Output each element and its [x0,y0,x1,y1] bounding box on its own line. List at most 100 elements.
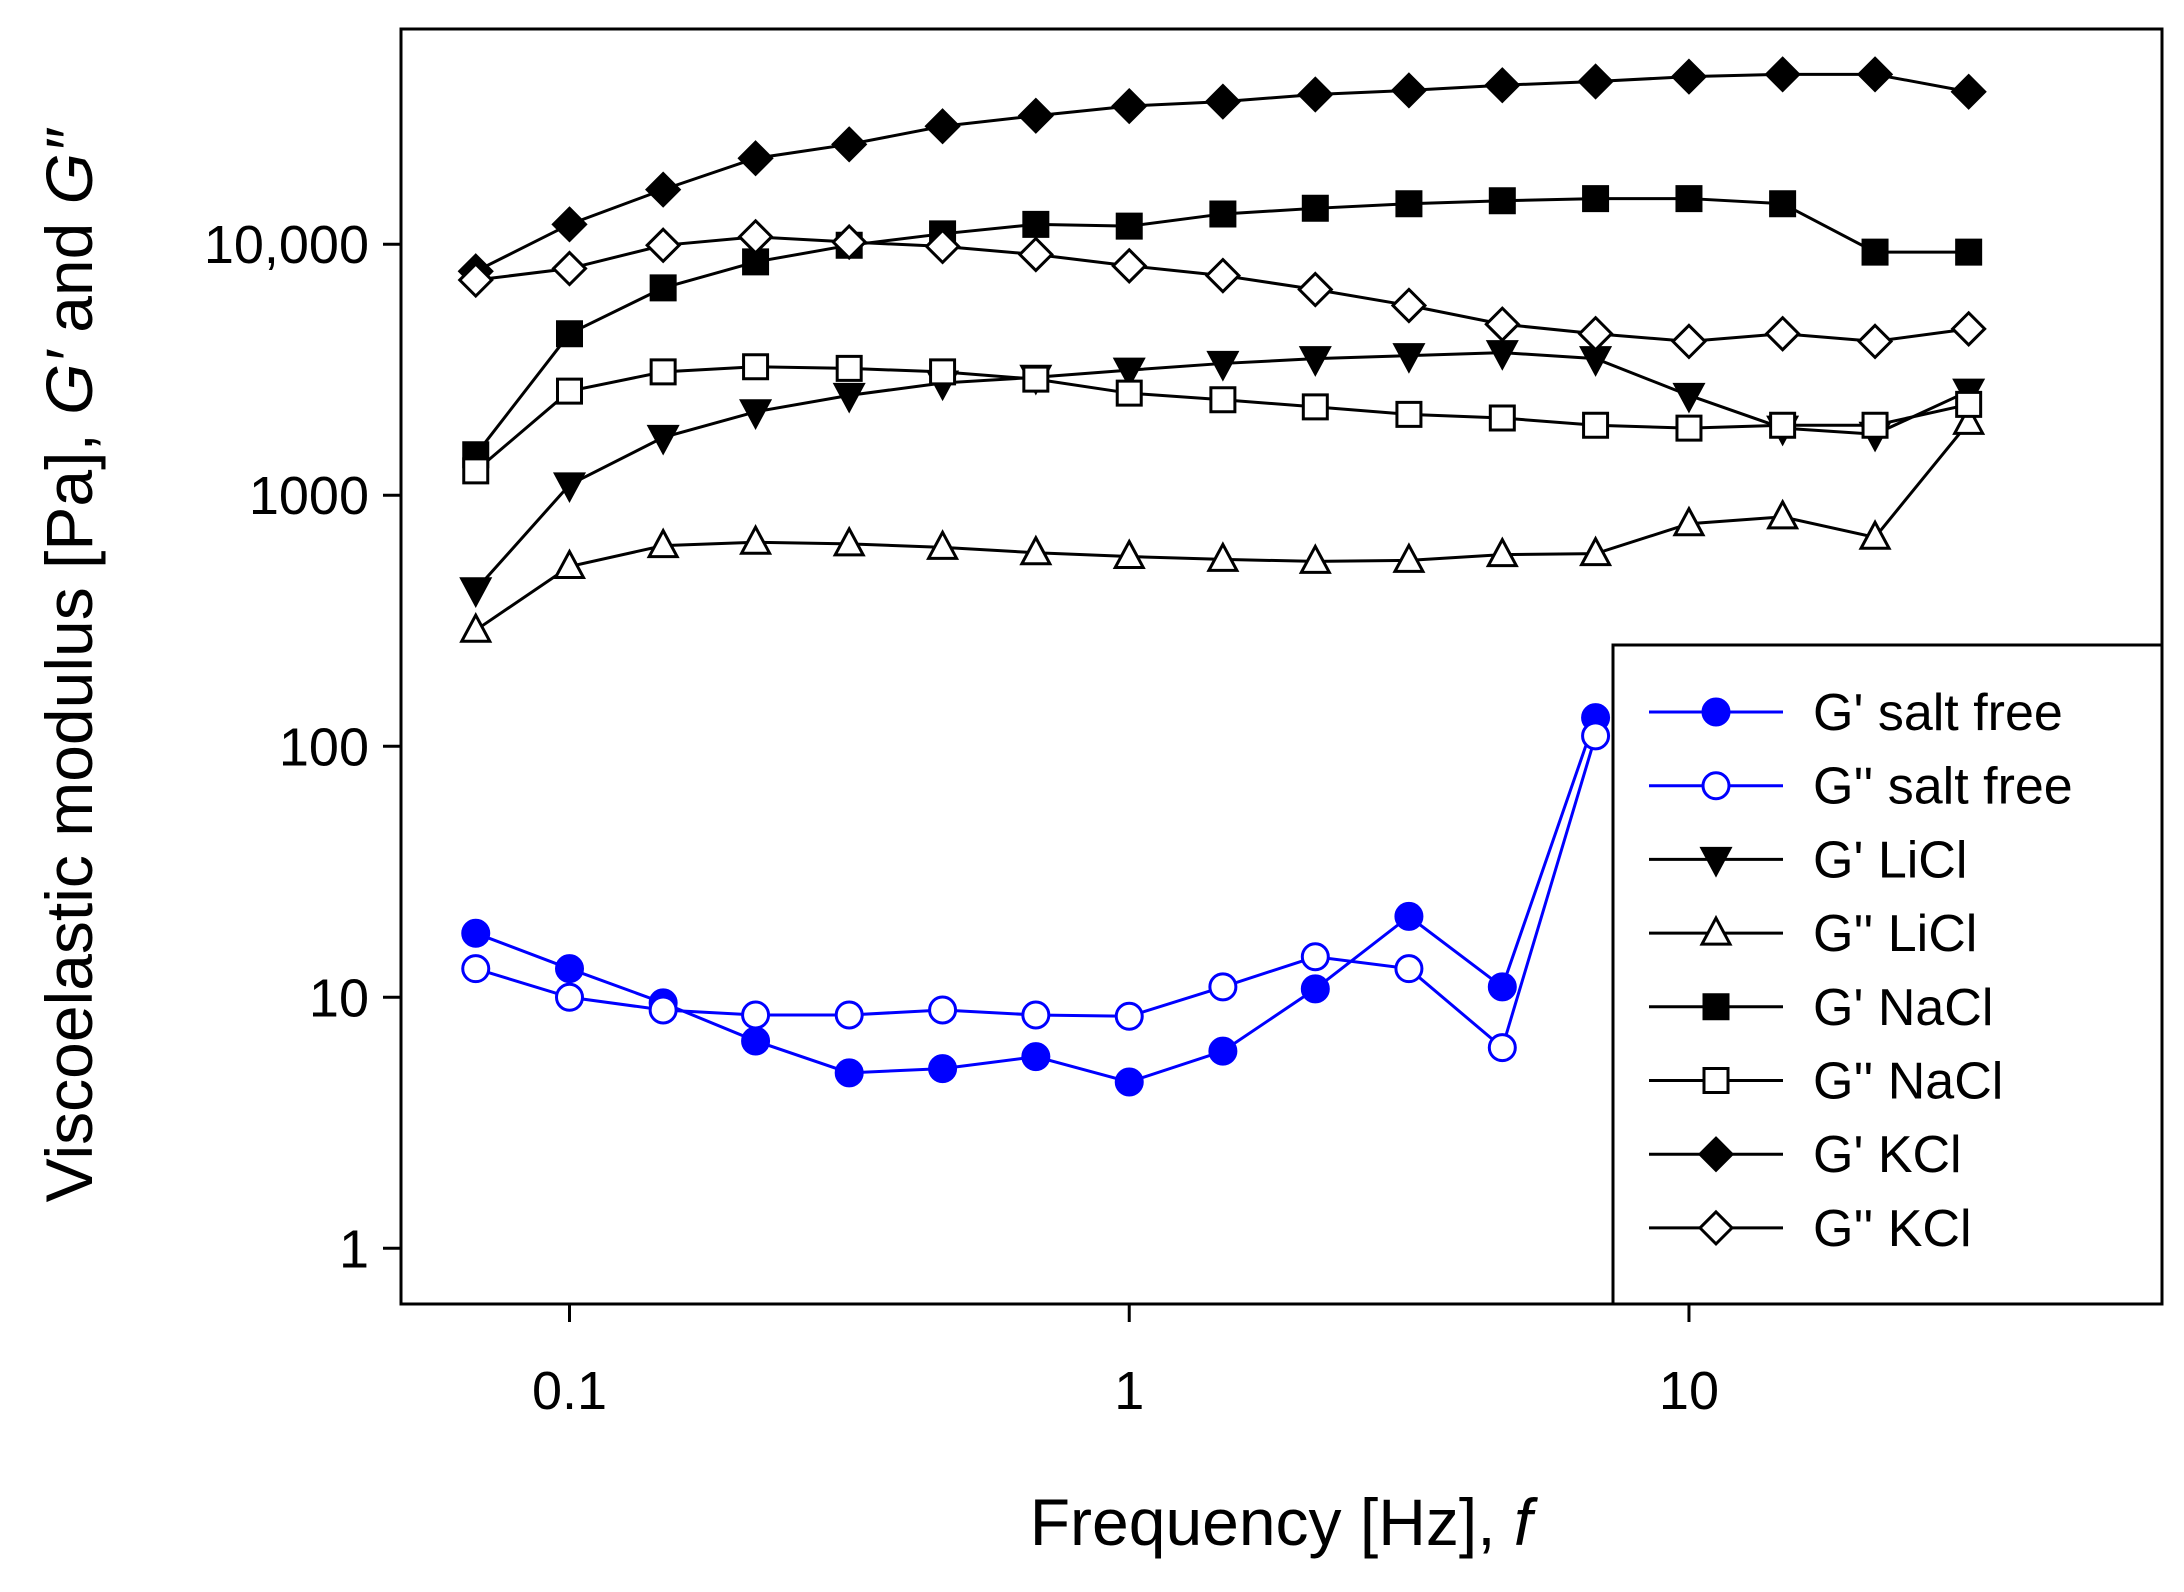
data-point [649,358,677,386]
data-point [1577,63,1614,100]
data-point [1485,536,1519,568]
data-point [1204,257,1242,294]
data-point [649,274,677,302]
y-axis-title-part: G′ [32,349,106,415]
data-point [457,261,494,299]
data-point [1112,357,1146,389]
data-point [1114,1001,1144,1031]
data-point [835,354,863,382]
data-point [1298,346,1332,377]
data-point [1390,72,1428,109]
data-point [1670,323,1708,360]
data-point [1206,350,1240,382]
data-point [1017,97,1054,134]
data-point [1582,411,1610,439]
legend-label: G' NaCl [1813,979,1993,1037]
data-point [1114,1067,1144,1097]
data-point [834,1058,864,1088]
data-point [1769,190,1797,218]
data-point [1301,194,1329,222]
data-point [459,612,493,643]
data-point [552,548,587,580]
data-point [1582,185,1610,213]
data-point [459,577,493,608]
data-point [1395,400,1423,428]
series-group [457,56,1987,1097]
legend-entry: G' NaCl [1649,979,1993,1037]
data-point [741,1026,771,1056]
data-point [1856,56,1894,93]
data-point [1021,1042,1051,1072]
data-point [926,529,960,560]
data-point [924,108,961,145]
data-point [1670,58,1708,95]
legend-entry: G'' NaCl [1649,1053,2003,1111]
data-point [1675,185,1703,213]
data-point [552,472,587,504]
series-7 [457,218,1987,360]
y-axis-title-part: G″ [32,127,106,204]
data-point [831,223,868,261]
legend-marker [1697,1209,1735,1247]
data-point [1208,1036,1238,1066]
legend-marker [1701,771,1731,801]
data-point [1950,73,1987,110]
axes: 1 10 100 1000 10,000 0.1 1 10 Frequency [Hz], f V… [32,127,1719,1559]
x-tick-label: 0.1 [532,1361,607,1421]
data-point [1858,519,1892,550]
data-point [741,1000,771,1030]
series-6 [457,56,1987,290]
data-point [1390,287,1428,324]
y-axis-title-part: Viscoelastic modulus [Pa], [32,415,106,1203]
data-point [1298,543,1332,574]
data-point [1021,1000,1051,1030]
data-point [461,954,491,984]
data-point [832,525,866,557]
x-axis-title: Frequency [Hz], f [1030,1485,1539,1559]
data-point [1209,386,1237,414]
y-tick-label: 1 [339,1219,369,1279]
data-point [1581,721,1611,751]
data-point [462,457,490,485]
legend-marker [1699,914,1733,946]
legend-label: G'' salt free [1813,758,2073,816]
legend-marker [1702,1067,1730,1094]
data-point [1206,541,1240,572]
y-axis-title: Viscoelastic modulus [Pa], G′ and G″ [32,127,106,1202]
x-axis-title-text: Frequency [Hz], [1030,1485,1514,1559]
data-point [1022,210,1050,238]
data-point [1672,505,1706,537]
legend-marker [1702,993,1730,1021]
series-1 [461,721,1611,1063]
data-point [1297,271,1334,308]
data-point [831,126,868,163]
data-point [554,954,584,984]
data-point [645,227,682,264]
data-point [1952,404,1986,435]
data-point [551,250,588,287]
data-point [555,377,583,405]
series-5 [462,353,1983,485]
data-point [834,1000,864,1030]
data-point [646,424,680,456]
data-point [1769,411,1797,439]
y-tick-label: 100 [279,717,369,777]
data-point [1394,901,1424,931]
data-point [1764,56,1801,93]
data-point [461,918,491,948]
y-tick-label: 10,000 [204,215,369,275]
data-point [1577,315,1614,352]
data-point [737,140,774,177]
data-point [1022,365,1050,393]
data-point [1955,390,1983,418]
data-point [1112,538,1146,570]
data-point [1019,534,1053,566]
data-point [1297,76,1334,113]
x-tick-label: 10 [1659,1361,1719,1421]
data-point [929,358,957,386]
data-point [1766,498,1800,530]
legend-box [1611,643,2164,1306]
data-point [645,171,682,208]
